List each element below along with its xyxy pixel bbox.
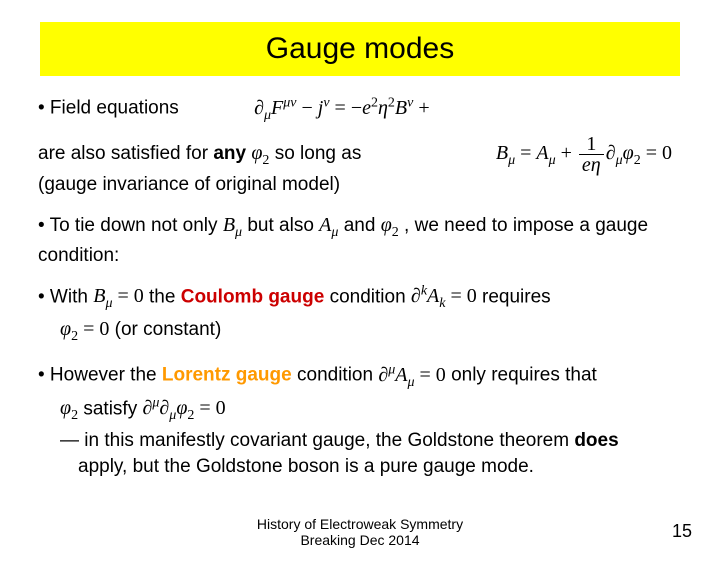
b2-Bmu: Bμ (223, 214, 242, 236)
b4-does: does (574, 430, 618, 451)
bullet-coulomb: • With Bμ = 0 the Coulomb gauge conditio… (38, 283, 682, 315)
b2-pre: • To tie down not only (38, 215, 223, 236)
bullet-lorentz-line4: apply, but the Goldstone boson is a pure… (38, 454, 682, 480)
b4-l3a: — in this manifestly covariant gauge, th… (60, 430, 574, 451)
b3-Bmu0: Bμ = 0 (93, 285, 144, 307)
bullet-lorentz-line2: φ2 satisfy ∂μ∂μφ2 = 0 (38, 395, 682, 427)
bullet-lorentz-line3: — in this manifestly covariant gauge, th… (38, 428, 682, 454)
b3-pre: • With (38, 286, 93, 307)
b2-phi2: φ2 (381, 214, 399, 236)
b4-post: only requires that (446, 365, 597, 386)
footer-line1: History of Electroweak Symmetry (257, 516, 463, 532)
b3-phi0: φ2 = 0 (60, 318, 109, 340)
coulomb-gauge-label: Coulomb gauge (181, 286, 325, 307)
b1-phi2: φ2 (251, 142, 269, 164)
b4-pre: • However the (38, 365, 162, 386)
b4-l2mid: satisfy (78, 398, 142, 419)
bullet1-label: • Field equations (38, 98, 179, 119)
b4-phi2: φ2 (60, 397, 78, 419)
bullet-lorentz: • However the Lorentz gauge condition ∂μ… (38, 361, 682, 393)
b1-l2a: are also satisfied for (38, 143, 213, 164)
eq-B-def: Bμ = Aμ + 1eη∂μφ2 = 0 (496, 134, 672, 175)
b2-mid2: and (338, 215, 380, 236)
bullet-coulomb-line2: φ2 = 0 (or constant) (38, 316, 682, 347)
b2-mid1: but also (242, 215, 319, 236)
page-title: Gauge modes (40, 32, 680, 66)
b2-Amu: Aμ (319, 214, 338, 236)
title-bar: Gauge modes (40, 22, 680, 76)
footer-line2: Breaking Dec 2014 (300, 532, 419, 548)
b4-mid1: condition (292, 365, 379, 386)
b1-l3: (gauge invariance of original model) (38, 174, 340, 195)
bullet-field-equations: • Field equations ∂μFμν − jν = −e2η2Bν + (38, 94, 682, 126)
lorentz-gauge-label: Lorentz gauge (162, 365, 292, 386)
page-number: 15 (672, 521, 692, 542)
b4-l3b: apply, but the Goldstone boson is a pure… (78, 456, 534, 477)
slide-footer: History of Electroweak Symmetry Breaking… (0, 516, 720, 548)
bullet1-line3: (gauge invariance of original model) (38, 172, 682, 198)
b3-post: requires (477, 286, 551, 307)
slide-content: • Field equations ∂μFμν − jν = −e2η2Bν +… (0, 76, 720, 479)
b1-l2b: so long as (275, 143, 362, 164)
b1-any: any (213, 143, 246, 164)
eq-field: ∂μFμν − jν = −e2η2Bν + (254, 97, 430, 119)
bullet1-line2: are also satisfied for any φ2 so long as… (38, 140, 682, 171)
bullet-tie-down: • To tie down not only Bμ but also Aμ an… (38, 212, 682, 269)
b4-dA: ∂μAμ = 0 (378, 364, 445, 386)
b3-mid1: the (144, 286, 181, 307)
b3-dAk: ∂kAk = 0 (411, 285, 477, 307)
b3-l2rest: (or constant) (109, 319, 221, 340)
b4-box: ∂μ∂μφ2 = 0 (142, 397, 225, 419)
b3-mid2: condition (324, 286, 411, 307)
